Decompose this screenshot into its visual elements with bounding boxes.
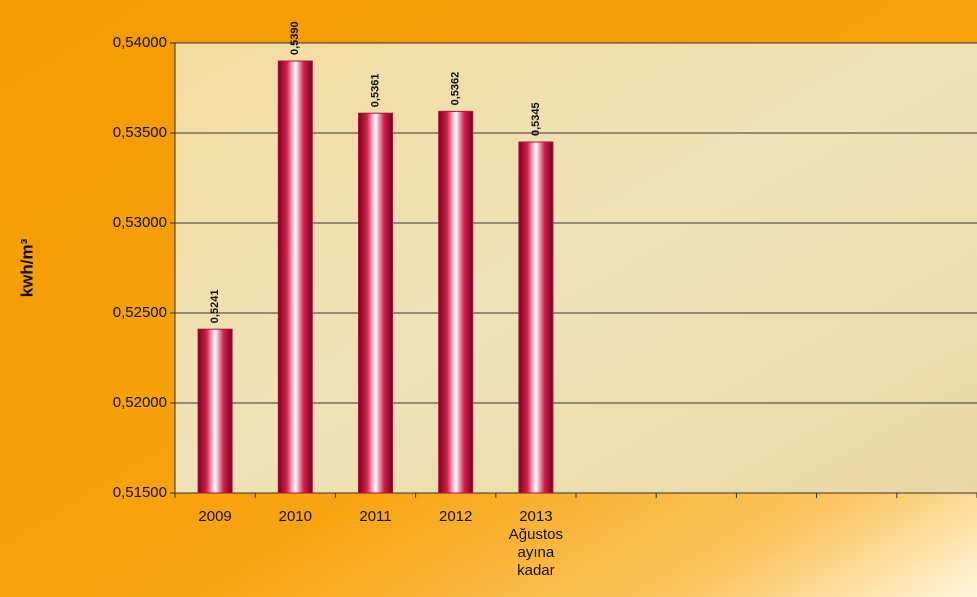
- y-tick-label: 0,51500: [113, 484, 167, 501]
- y-axis-label: kwh/m³: [17, 238, 36, 297]
- bar: [277, 60, 313, 494]
- y-tick-label: 0,52500: [113, 304, 167, 321]
- bar: [518, 141, 554, 494]
- x-tick-label: 2013 Ağustos ayına kadar: [509, 508, 563, 579]
- value-label: 0,5362: [450, 72, 462, 106]
- value-label: 0,5361: [369, 74, 381, 108]
- x-tick-label: 2011: [359, 508, 391, 525]
- y-tick-label: 0,53500: [113, 124, 167, 141]
- x-tick-label: 2009: [198, 508, 231, 525]
- x-tick-label: 2012: [439, 508, 472, 525]
- y-tick-label: 0,53000: [113, 214, 167, 231]
- y-tick-label: 0,54000: [113, 34, 167, 51]
- value-label: 0,5345: [530, 102, 542, 136]
- bar: [358, 112, 393, 494]
- value-label: 0,5390: [289, 21, 301, 55]
- bar: [438, 110, 474, 494]
- bar: [197, 328, 233, 494]
- x-tick-label: 2010: [279, 508, 312, 525]
- y-tick-label: 0,52000: [113, 394, 167, 411]
- value-label: 0,5241: [209, 290, 221, 324]
